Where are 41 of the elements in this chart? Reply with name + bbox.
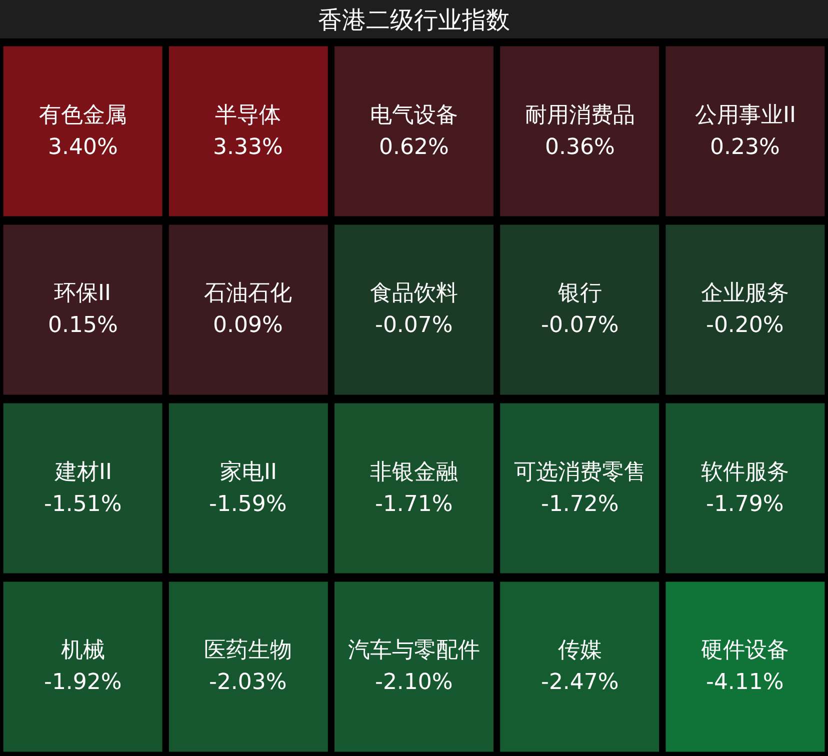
data-label: 0.09% (213, 313, 283, 338)
category-label: 非银金融 (370, 460, 458, 485)
category-label: 电气设备 (370, 103, 458, 128)
category-label: 家电II (220, 460, 277, 485)
data-label: -1.72% (541, 492, 619, 517)
category-label: 医药生物 (204, 638, 292, 663)
category-label: 机械 (61, 638, 105, 663)
data-label: -1.51% (44, 492, 122, 517)
category-label: 环保II (54, 281, 111, 306)
category-label: 公用事业II (695, 103, 796, 128)
data-label: -4.11% (706, 670, 784, 695)
category-label: 耐用消费品 (525, 103, 635, 128)
data-label: -2.10% (375, 670, 453, 695)
category-label: 汽车与零配件 (348, 638, 480, 663)
category-label: 可选消费零售 (514, 460, 646, 485)
category-label: 建材II (54, 460, 112, 485)
category-label: 石油石化 (204, 281, 292, 306)
category-label: 硬件设备 (701, 638, 789, 663)
data-label: 3.33% (213, 135, 283, 160)
category-label: 食品饮料 (370, 281, 458, 306)
data-label: 3.40% (48, 135, 118, 160)
data-label: -1.71% (375, 492, 453, 517)
data-label: -0.07% (541, 313, 619, 338)
data-label: -1.92% (44, 670, 122, 695)
data-label: -0.20% (706, 313, 784, 338)
data-label: 0.36% (545, 135, 615, 160)
data-label: -0.07% (375, 313, 453, 338)
category-label: 有色金属 (39, 103, 127, 128)
data-label: -2.47% (541, 670, 619, 695)
category-label: 银行 (557, 281, 602, 306)
data-label: 0.62% (379, 135, 449, 160)
category-label: 企业服务 (701, 281, 789, 306)
data-label: -1.79% (706, 492, 784, 517)
category-label: 半导体 (215, 103, 281, 128)
data-label: 0.15% (48, 313, 118, 338)
data-label: 0.23% (710, 135, 780, 160)
category-label: 软件服务 (701, 460, 789, 485)
category-label: 传媒 (558, 638, 602, 663)
data-label: -1.59% (209, 492, 287, 517)
data-label: -2.03% (209, 670, 287, 695)
text: 香港二级行业指数 (318, 6, 510, 34)
